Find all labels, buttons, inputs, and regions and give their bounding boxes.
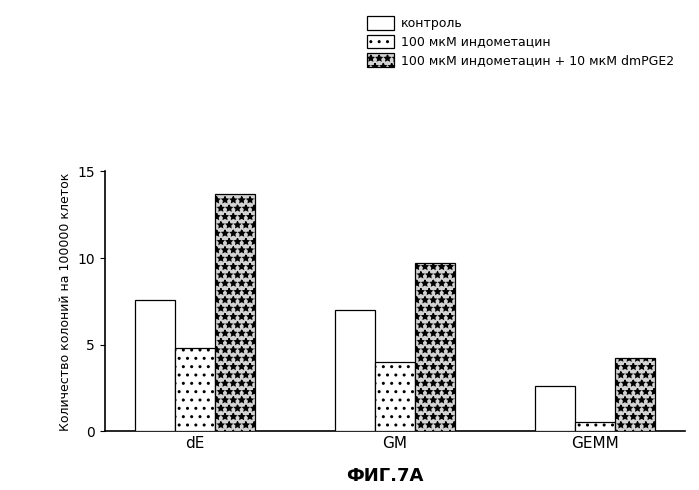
- Bar: [135, 299, 175, 431]
- Bar: [575, 422, 615, 431]
- Bar: [415, 263, 455, 431]
- Bar: [215, 194, 255, 431]
- Y-axis label: Количество колоний на 100000 клеток: Количество колоний на 100000 клеток: [59, 172, 72, 431]
- Bar: [335, 310, 375, 431]
- Text: ФИГ.7A: ФИГ.7A: [346, 467, 423, 485]
- Bar: [175, 348, 215, 431]
- Bar: [615, 359, 655, 431]
- Legend: контроль, 100 мкМ индометацин, 100 мкМ индометацин + 10 мкМ dmPGE2: контроль, 100 мкМ индометацин, 100 мкМ и…: [362, 11, 679, 72]
- Bar: [375, 362, 415, 431]
- Bar: [535, 386, 575, 431]
